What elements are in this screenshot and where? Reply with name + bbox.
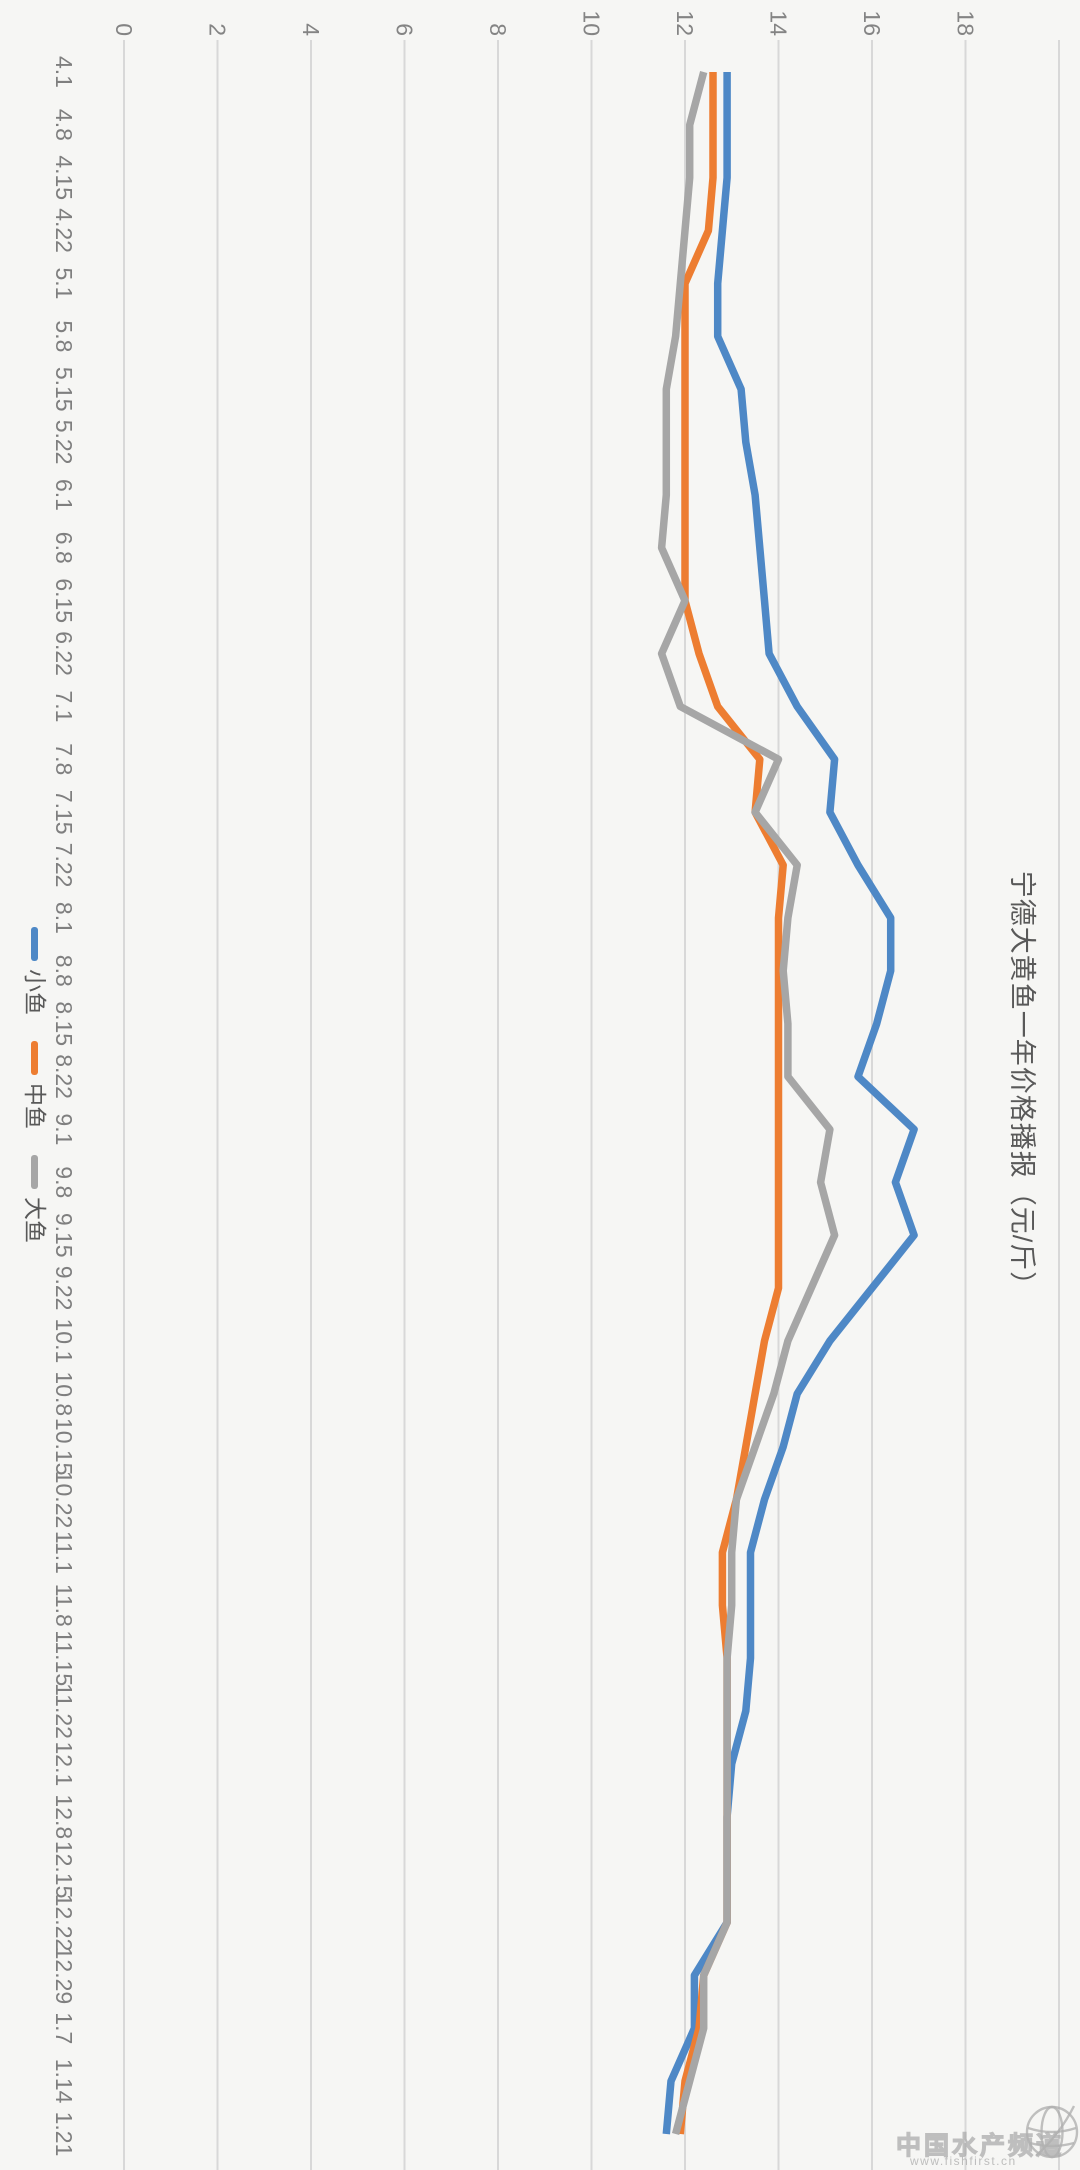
watermark: 中国水产频道 www.fishfirst.cn — [895, 2098, 1080, 2170]
y-axis-tick-label: 16 — [859, 10, 885, 36]
x-axis-tick-label: 6.1 — [51, 479, 77, 511]
x-axis-tick-label: 7.15 — [51, 790, 77, 835]
x-axis-tick-label: 9.1 — [51, 1113, 77, 1145]
x-axis-tick-label: 8.1 — [51, 902, 77, 934]
legend-item-small-fish: 小鱼 — [22, 927, 48, 1015]
y-axis-tick-label: 4 — [298, 23, 324, 36]
y-axis-tick-label: 2 — [205, 23, 231, 36]
x-axis-tick-label: 7.1 — [51, 691, 77, 723]
x-axis-tick-label: 10.22 — [51, 1471, 77, 1529]
y-axis-tick-label: 0 — [111, 23, 137, 36]
chart-title: 宁德大黄鱼一年价格播报（元/斤） — [1007, 870, 1037, 1300]
y-axis-tick-label: 8 — [485, 23, 511, 36]
x-axis-tick-label: 10.8 — [51, 1371, 77, 1416]
series-line-large-fish — [657, 71, 839, 2135]
x-axis-tick-label: 10.15 — [51, 1418, 77, 1476]
x-axis-tick-label: 4.8 — [51, 109, 77, 141]
x-axis-tick-label: 6.22 — [51, 631, 77, 676]
x-axis-tick-label: 5.1 — [51, 268, 77, 300]
legend-line-swatch-gray — [31, 1155, 38, 1189]
x-axis-tick-label: 12.1 — [51, 1742, 77, 1787]
globe-icon — [1025, 2105, 1079, 2159]
watermark-url: www.fishfirst.cn — [910, 2154, 1017, 2168]
x-axis-tick-label: 11.22 — [51, 1683, 77, 1739]
legend-item-medium-fish: 中鱼 — [22, 1041, 48, 1129]
x-axis-tick-label: 11.8 — [51, 1584, 77, 1627]
legend-label: 小鱼 — [22, 969, 48, 1015]
y-axis-tick-label: 10 — [579, 10, 605, 36]
legend-label: 大鱼 — [22, 1197, 48, 1243]
y-axis-tick-label: 18 — [953, 10, 979, 36]
x-axis-tick-label: 6.8 — [51, 532, 77, 564]
x-axis-tick-label: 5.22 — [51, 420, 77, 465]
x-axis-tick-label: 1.14 — [51, 2059, 77, 2104]
watermark-text: 中国水产频道 — [895, 2131, 1065, 2160]
legend-line-swatch-orange — [31, 1041, 38, 1075]
x-axis-tick-label: 8.22 — [51, 1054, 77, 1099]
x-axis-tick-label: 12.29 — [51, 1947, 77, 2005]
x-axis-tick-label: 6.15 — [51, 578, 77, 623]
x-axis-tick-label: 9.15 — [51, 1213, 77, 1258]
x-axis-tick-label: 12.8 — [51, 1794, 77, 1839]
x-axis-tick-label: 1.7 — [51, 2012, 77, 2044]
x-axis-tick-label: 7.8 — [51, 743, 77, 775]
legend: 小鱼 中鱼 大鱼 — [22, 0, 48, 2170]
x-axis-tick-label: 10.1 — [51, 1319, 77, 1364]
legend-line-swatch-blue — [31, 927, 38, 961]
x-axis-tick-label: 7.22 — [51, 843, 77, 888]
x-axis-tick-label: 5.15 — [51, 367, 77, 412]
y-axis-tick-label: 12 — [672, 10, 698, 36]
series-line-medium-fish — [676, 72, 787, 2135]
x-axis-tick-label: 9.22 — [51, 1266, 77, 1311]
x-axis-tick-label: 4.22 — [51, 208, 77, 253]
x-axis-tick-label: 12.22 — [51, 1894, 77, 1952]
y-axis-tick-label: 14 — [766, 10, 792, 36]
x-axis-tick-label: 1.21 — [51, 2112, 77, 2157]
x-axis-tick-label: 8.8 — [51, 955, 77, 987]
x-axis-tick-label: 5.8 — [51, 320, 77, 352]
x-axis-tick-label: 4.15 — [51, 155, 77, 200]
x-axis-tick-label: 9.8 — [51, 1166, 77, 1198]
y-axis-tick-label: 6 — [392, 23, 418, 36]
x-axis-tick-label: 8.15 — [51, 1001, 77, 1046]
x-axis-tick-label: 11.1 — [51, 1531, 77, 1574]
x-axis-tick-label: 11.15 — [51, 1630, 77, 1686]
legend-label: 中鱼 — [22, 1083, 48, 1129]
legend-item-large-fish: 大鱼 — [22, 1155, 48, 1243]
x-axis-tick-label: 12.15 — [51, 1841, 77, 1899]
x-axis-tick-label: 4.1 — [51, 56, 77, 88]
series-line-small-fish — [662, 72, 918, 2135]
